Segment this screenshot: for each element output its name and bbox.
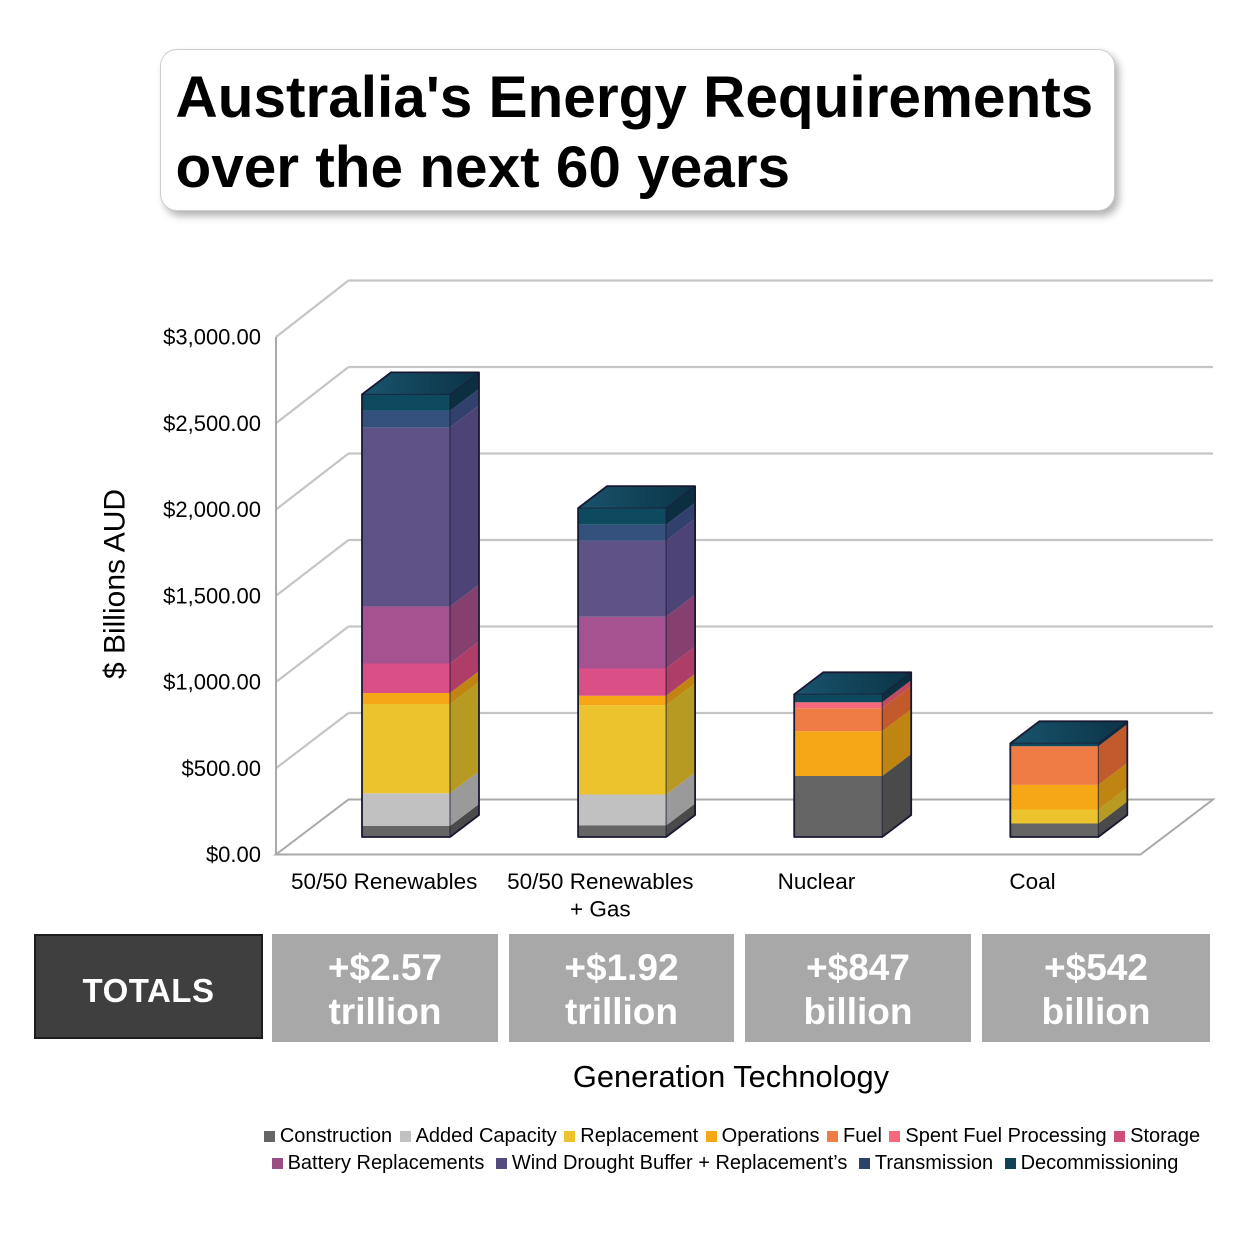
svg-text:$ Billions AUD: $ Billions AUD: [99, 489, 132, 679]
svg-text:$1,000.00: $1,000.00: [163, 670, 261, 695]
svg-text:50/50 Renewables: 50/50 Renewables: [507, 869, 693, 894]
svg-text:Coal: Coal: [1009, 869, 1055, 894]
svg-text:$1,500.00: $1,500.00: [163, 583, 261, 608]
svg-text:$3,000.00: $3,000.00: [163, 325, 261, 350]
svg-text:Nuclear: Nuclear: [778, 869, 856, 894]
svg-text:50/50 Renewables: 50/50 Renewables: [291, 869, 477, 894]
svg-text:+ Gas: + Gas: [570, 897, 631, 922]
svg-text:$2,000.00: $2,000.00: [163, 497, 261, 522]
svg-text:$500.00: $500.00: [181, 756, 261, 781]
svg-text:$2,500.00: $2,500.00: [163, 411, 261, 436]
svg-text:$0.00: $0.00: [206, 842, 261, 867]
